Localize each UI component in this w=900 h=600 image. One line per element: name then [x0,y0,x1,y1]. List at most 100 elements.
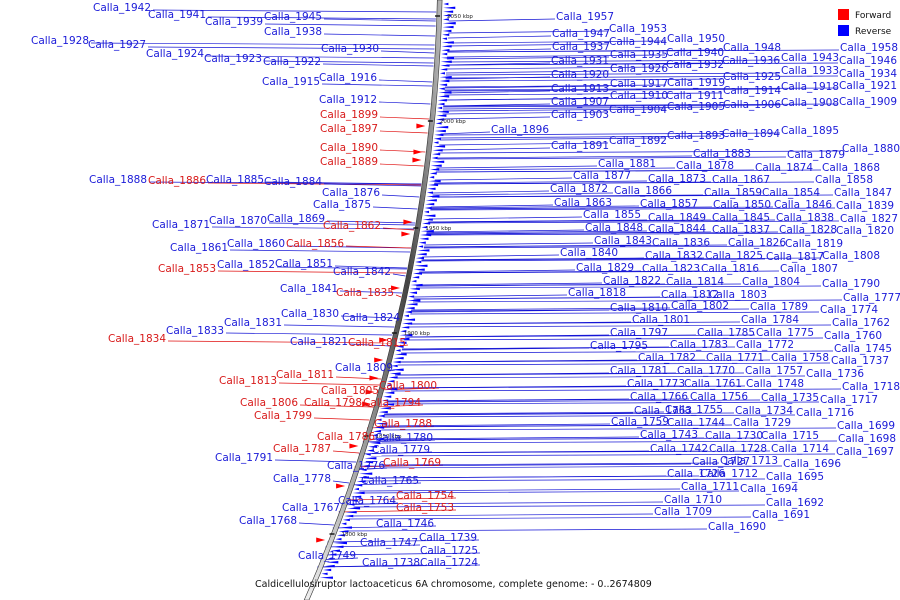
gene-label-calla-1742: Calla_1742 [650,443,708,455]
leader-line [340,315,397,319]
gene-reverse-92 [393,357,404,360]
tick-label: 1950 kbp [425,226,451,232]
gene-reverse-52 [425,203,435,206]
leader-line [358,490,740,494]
gene-reverse-43 [430,168,440,171]
leader-line [443,103,839,107]
gene-label-calla-1784: Calla_1784 [741,314,799,326]
gene-reverse-138 [336,534,345,537]
leader-line [416,282,603,286]
gene-label-calla-1850: Calla_1850 [713,199,771,211]
leader-line [424,242,594,246]
gene-reverse-44 [429,172,437,175]
gene-reverse-123 [357,476,369,479]
gene-label-calla-1892: Calla_1892 [609,135,667,147]
gene-label-calla-1880: Calla_1880 [842,143,900,155]
gene-label-calla-1942: Calla_1942 [93,2,151,14]
leader-line [407,321,741,325]
gene-reverse-33 [434,129,446,133]
gene-reverse-41 [431,160,445,164]
gene-label-calla-1874: Calla_1874 [755,162,813,174]
leader-line [283,324,395,328]
gene-label-calla-1936: Calla_1936 [722,55,780,67]
gene-label-calla-1795: Calla_1795 [590,340,648,352]
gene-label-calla-1694: Calla_1694 [740,483,798,495]
leader-line [419,269,576,273]
gene-label-calla-1904: Calla_1904 [609,104,667,116]
gene-label-calla-1730: Calla_1730 [705,430,763,442]
gene-label-calla-1836: Calla_1836 [652,237,710,249]
gene-reverse-39 [432,152,441,156]
gene-label-calla-1696: Calla_1696 [783,458,841,470]
gene-label-calla-1881: Calla_1881 [598,158,656,170]
gene-reverse-143 [329,553,337,556]
legend-reverse-swatch [838,25,849,36]
gene-label-calla-1806: Calla_1806 [240,397,298,409]
gene-label-calla-1771: Calla_1771 [706,352,764,364]
gene-reverse-9 [442,37,448,40]
gene-label-calla-1917: Calla_1917 [610,78,668,90]
gene-label-calla-1922: Calla_1922 [263,56,321,68]
chromosome-backbone [303,0,443,600]
gene-label-calla-1773: Calla_1773 [627,378,685,390]
gene-label-calla-1790: Calla_1790 [822,278,880,290]
leader-line [332,450,360,454]
gene-label-calla-1927: Calla_1927 [88,39,146,51]
gene-reverse-12 [441,49,450,52]
leader-line [372,450,771,454]
leader-line [445,72,781,76]
leader-line [432,190,550,194]
gene-label-calla-1837: Calla_1837 [712,224,770,236]
leader-line [446,62,839,66]
gene-reverse-51 [425,199,437,202]
gene-reverse-83 [402,322,413,325]
leader-line [276,266,407,270]
gene-reverse-70 [412,272,422,275]
gene-reverse-6 [442,25,454,29]
leader-line [229,249,411,253]
leader-line [416,283,742,287]
leader-line [397,362,831,366]
leader-line [446,59,781,63]
connector-lines [90,9,843,568]
gene-reverse-93 [392,360,401,364]
gene-label-calla-1729: Calla_1729 [733,417,791,429]
leader-line [363,475,700,479]
legend-forward-label: Forward [855,11,891,21]
gene-reverse-89 [396,345,404,348]
gene-label-calla-1844: Calla_1844 [648,223,706,235]
leader-line [404,337,824,341]
leader-line [379,163,424,167]
leader-line [444,92,723,96]
gene-label-calla-1883: Calla_1883 [693,148,751,160]
gene-reverse-121 [360,468,367,472]
gene-label-calla-1899: Calla_1899 [320,109,378,121]
gene-label-calla-1819: Calla_1819 [785,238,843,250]
gene-label-calla-1801: Calla_1801 [632,314,690,326]
gene-reverse-79 [405,306,415,310]
gene-forward-2 [412,157,422,163]
gene-label-calla-1697: Calla_1697 [836,446,894,458]
gene-reverse-32 [435,126,449,129]
gene-label-calla-1857: Calla_1857 [640,198,698,210]
leader-line [401,346,736,350]
gene-forward-1 [413,149,423,155]
leader-line [205,55,435,59]
gene-label-calla-1852: Calla_1852 [217,259,275,271]
leader-line [322,552,481,556]
leader-line [444,84,667,88]
leader-line [444,87,839,91]
gene-label-calla-1918: Calla_1918 [781,81,839,93]
gene-label-calla-1711: Calla_1711 [681,481,739,493]
gene-label-calla-1717: Calla_1717 [820,394,878,406]
gene-reverse-65 [416,253,427,256]
gene-label-calla-1749: Calla_1749 [298,550,356,562]
gene-label-calla-1851: Calla_1851 [275,258,333,270]
gene-label-calla-1858: Calla_1858 [815,174,873,186]
gene-label-calla-1948: Calla_1948 [723,42,781,54]
gene-reverse-7 [442,29,452,33]
gene-label-calla-1872: Calla_1872 [550,183,608,195]
leader-line [392,273,406,277]
